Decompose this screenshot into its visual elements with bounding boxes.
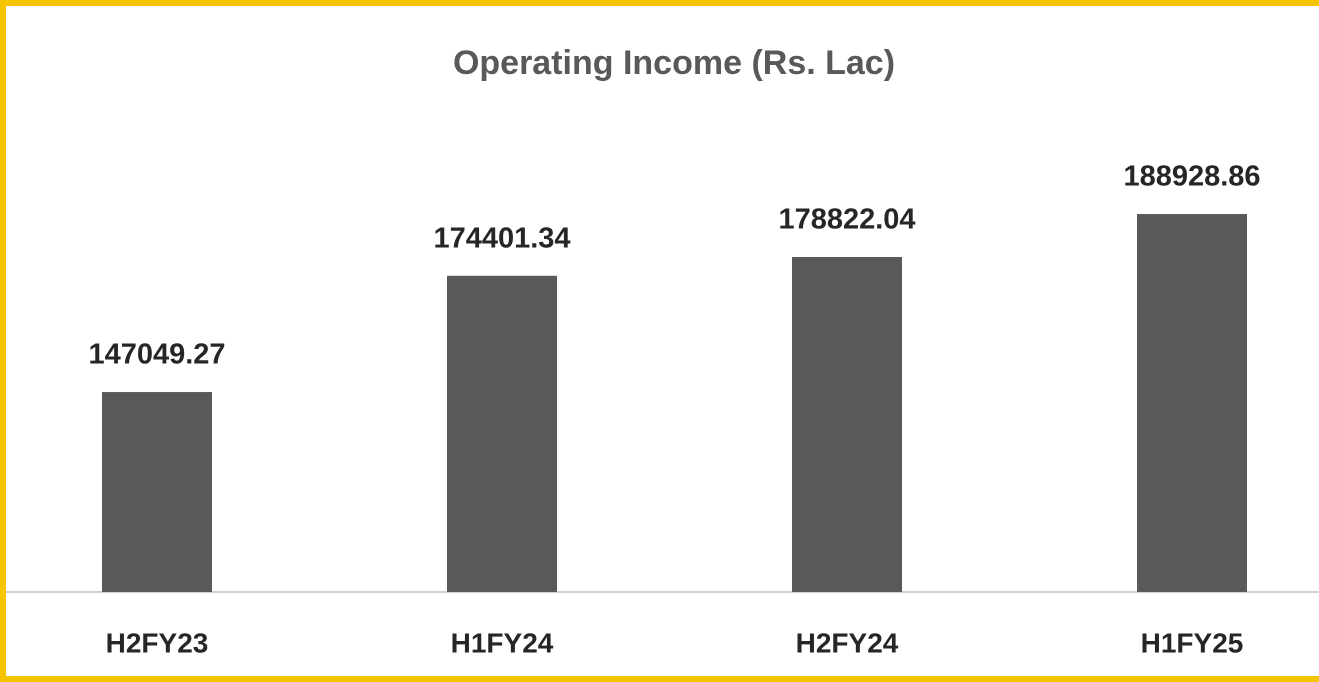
value-label: 178822.04 [778,204,915,236]
value-label: 188928.86 [1123,161,1260,193]
bar [1137,214,1247,592]
bar [102,392,212,592]
bar [792,257,902,592]
x-tick-label: H2FY24 [796,627,899,658]
chart-title: Operating Income (Rs. Lac) [453,44,895,82]
x-tick-label: H2FY23 [106,627,209,658]
x-tick-label: H1FY24 [451,627,554,658]
value-label: 174401.34 [433,222,570,254]
bar [447,275,557,592]
x-tick-label: H1FY25 [1141,627,1244,658]
value-label: 147049.27 [88,339,225,371]
